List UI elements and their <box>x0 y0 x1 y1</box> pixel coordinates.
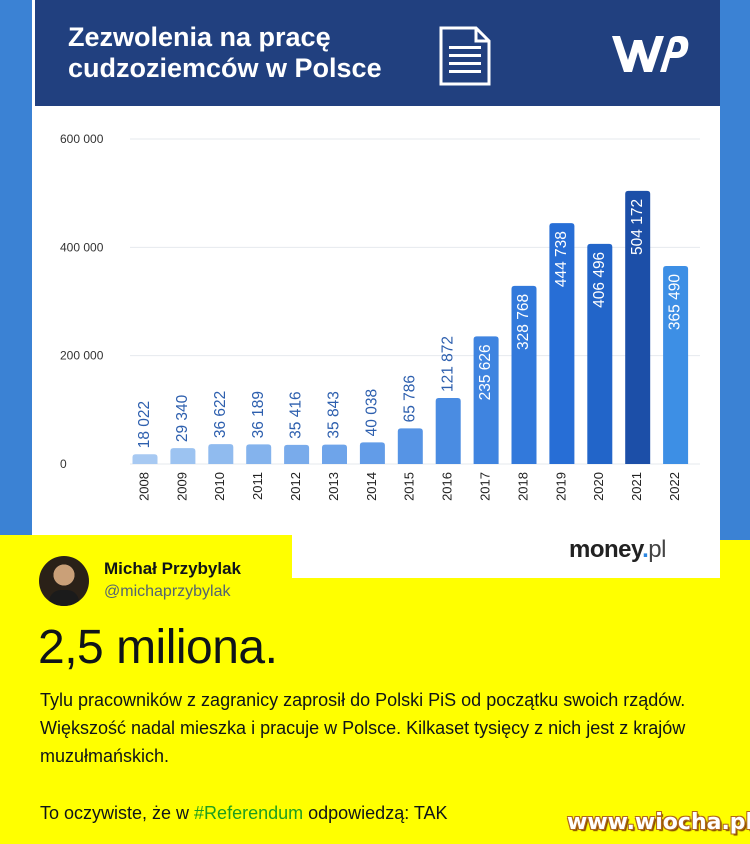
tweet-paragraph: Tylu pracowników z zagranicy zaprosił do… <box>40 690 686 766</box>
data-label: 504 172 <box>629 199 646 255</box>
x-tick-label: 2013 <box>326 472 341 501</box>
data-label: 65 786 <box>401 375 418 422</box>
avatar[interactable] <box>39 556 89 606</box>
x-tick-label: 2014 <box>364 472 379 501</box>
bar <box>284 444 310 464</box>
y-tick-label: 0 <box>60 457 67 471</box>
bar <box>663 266 689 464</box>
y-tick-label: 200 000 <box>60 349 104 363</box>
bar <box>625 190 651 464</box>
ref-prefix: To oczywiste, że w <box>40 803 195 823</box>
bar <box>322 444 347 464</box>
y-tick-label: 600 000 <box>60 132 104 146</box>
bar <box>549 223 575 464</box>
data-label: 121 872 <box>439 336 456 392</box>
tweet-headline: 2,5 miliona. <box>38 621 278 674</box>
bar-chart: 0 200 000 400 000 600 000 18 022 2008 29 340 20… <box>60 132 700 501</box>
bar <box>132 454 158 464</box>
document-icon <box>439 26 491 86</box>
data-label: 18 022 <box>136 401 153 448</box>
data-label: 36 189 <box>250 391 267 438</box>
x-tick-label: 2012 <box>288 472 303 501</box>
x-tick-label: 2020 <box>591 472 606 501</box>
tweet-referendum-line: To oczywiste, że w #Referendum odpowiedz… <box>40 803 448 824</box>
data-label: 365 490 <box>667 274 684 330</box>
data-label: 29 340 <box>174 394 191 442</box>
bar <box>511 285 537 464</box>
ref-suffix: odpowiedzą: TAK <box>303 803 448 823</box>
x-tick-label: 2015 <box>402 472 417 501</box>
x-tick-label: 2016 <box>440 472 455 501</box>
x-tick-label: 2011 <box>250 472 265 500</box>
data-label: 35 843 <box>326 391 343 438</box>
data-label: 444 738 <box>553 231 570 287</box>
data-label: 328 768 <box>515 294 532 350</box>
hashtag-link[interactable]: #Referendum <box>194 803 304 823</box>
chart-title: Zezwolenia na pracę cudzoziemców w Polsc… <box>68 22 428 84</box>
x-tick-label: 2021 <box>629 472 644 501</box>
bar <box>435 397 461 464</box>
bar <box>246 444 272 464</box>
data-label: 406 496 <box>591 252 608 308</box>
data-label: 40 038 <box>363 389 380 436</box>
bar <box>208 444 234 464</box>
money-pl-logo: money.pl <box>569 536 666 563</box>
author-handle[interactable]: @michaprzybylak <box>104 583 231 600</box>
bar <box>587 243 613 464</box>
author-name[interactable]: Michał Przybylak <box>104 559 242 578</box>
bar <box>170 448 196 464</box>
infographic-header: Zezwolenia na pracę cudzoziemców w Polsc… <box>35 0 720 106</box>
y-tick-label: 400 000 <box>60 240 104 254</box>
chart-title-line1: Zezwolenia na pracę <box>68 22 331 52</box>
x-tick-label: 2017 <box>478 472 493 501</box>
tweet-body: Tylu pracowników z zagranicy zaprosił do… <box>40 686 730 770</box>
x-tick-label: 2019 <box>553 472 568 501</box>
x-tick-label: 2022 <box>667 472 682 501</box>
watermark: www.wiocha.pl <box>567 810 750 835</box>
bar <box>473 336 499 464</box>
chart-title-line2: cudzoziemców w Polsce <box>68 53 382 83</box>
x-tick-label: 2009 <box>174 472 189 501</box>
data-label: 36 622 <box>212 391 229 438</box>
bar <box>397 428 423 464</box>
x-tick-label: 2008 <box>136 472 151 501</box>
wp-logo <box>610 32 690 81</box>
data-label: 235 626 <box>477 344 494 400</box>
x-tick-label: 2018 <box>515 472 530 501</box>
bar <box>359 442 385 464</box>
data-label: 35 416 <box>288 391 305 438</box>
x-tick-label: 2010 <box>212 472 227 501</box>
